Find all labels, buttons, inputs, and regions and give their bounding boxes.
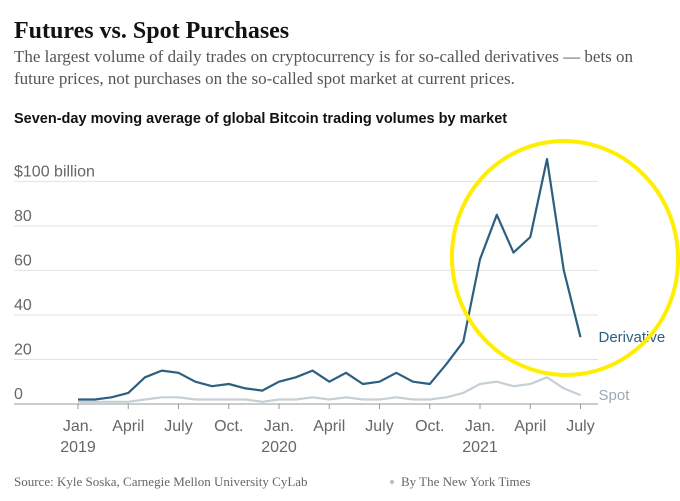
x-tick-label: April xyxy=(313,418,345,435)
source: Source: Kyle Soska, Carnegie Mellon Univ… xyxy=(14,474,308,489)
y-tick-label: 20 xyxy=(14,341,32,358)
x-tick-label: Jan. xyxy=(63,418,93,435)
y-tick-label: 80 xyxy=(14,208,32,225)
line xyxy=(78,376,581,403)
x-tick-label: Jan. xyxy=(264,418,294,435)
credit: By The New York Times xyxy=(401,474,530,489)
y-tick-label: 60 xyxy=(14,252,32,269)
x-tick-year: 2019 xyxy=(60,439,96,456)
x-tick-year: 2021 xyxy=(462,439,498,456)
highlight-circle xyxy=(449,139,680,377)
x-tick-label: Oct. xyxy=(415,418,444,435)
subtitle: The largest volume of daily trades on cr… xyxy=(14,47,634,88)
x-tick-label: April xyxy=(514,418,546,435)
series-label: Spot xyxy=(599,387,631,404)
chart-heading: Seven-day moving average of global Bitco… xyxy=(14,111,507,127)
x-tick-label: April xyxy=(112,418,144,435)
chart-title: Futures vs. Spot Purchases xyxy=(14,18,289,44)
x-tick-label: July xyxy=(164,418,192,435)
y-tick-label: $100 billion xyxy=(14,163,95,180)
x-tick-label: Oct. xyxy=(214,418,243,435)
x-tick-label: Jan. xyxy=(465,418,495,435)
series-label: Derivative xyxy=(599,329,666,346)
subtitle-box: The largest volume of daily trades on cr… xyxy=(14,47,634,88)
x-tick-label: July xyxy=(566,418,594,435)
y-tick-label: 0 xyxy=(14,386,23,403)
x-tick-year: 2020 xyxy=(261,439,297,456)
y-tick-label: 40 xyxy=(14,297,32,314)
line xyxy=(78,158,582,401)
x-tick-label: July xyxy=(365,418,393,435)
separator-dot xyxy=(390,480,394,484)
